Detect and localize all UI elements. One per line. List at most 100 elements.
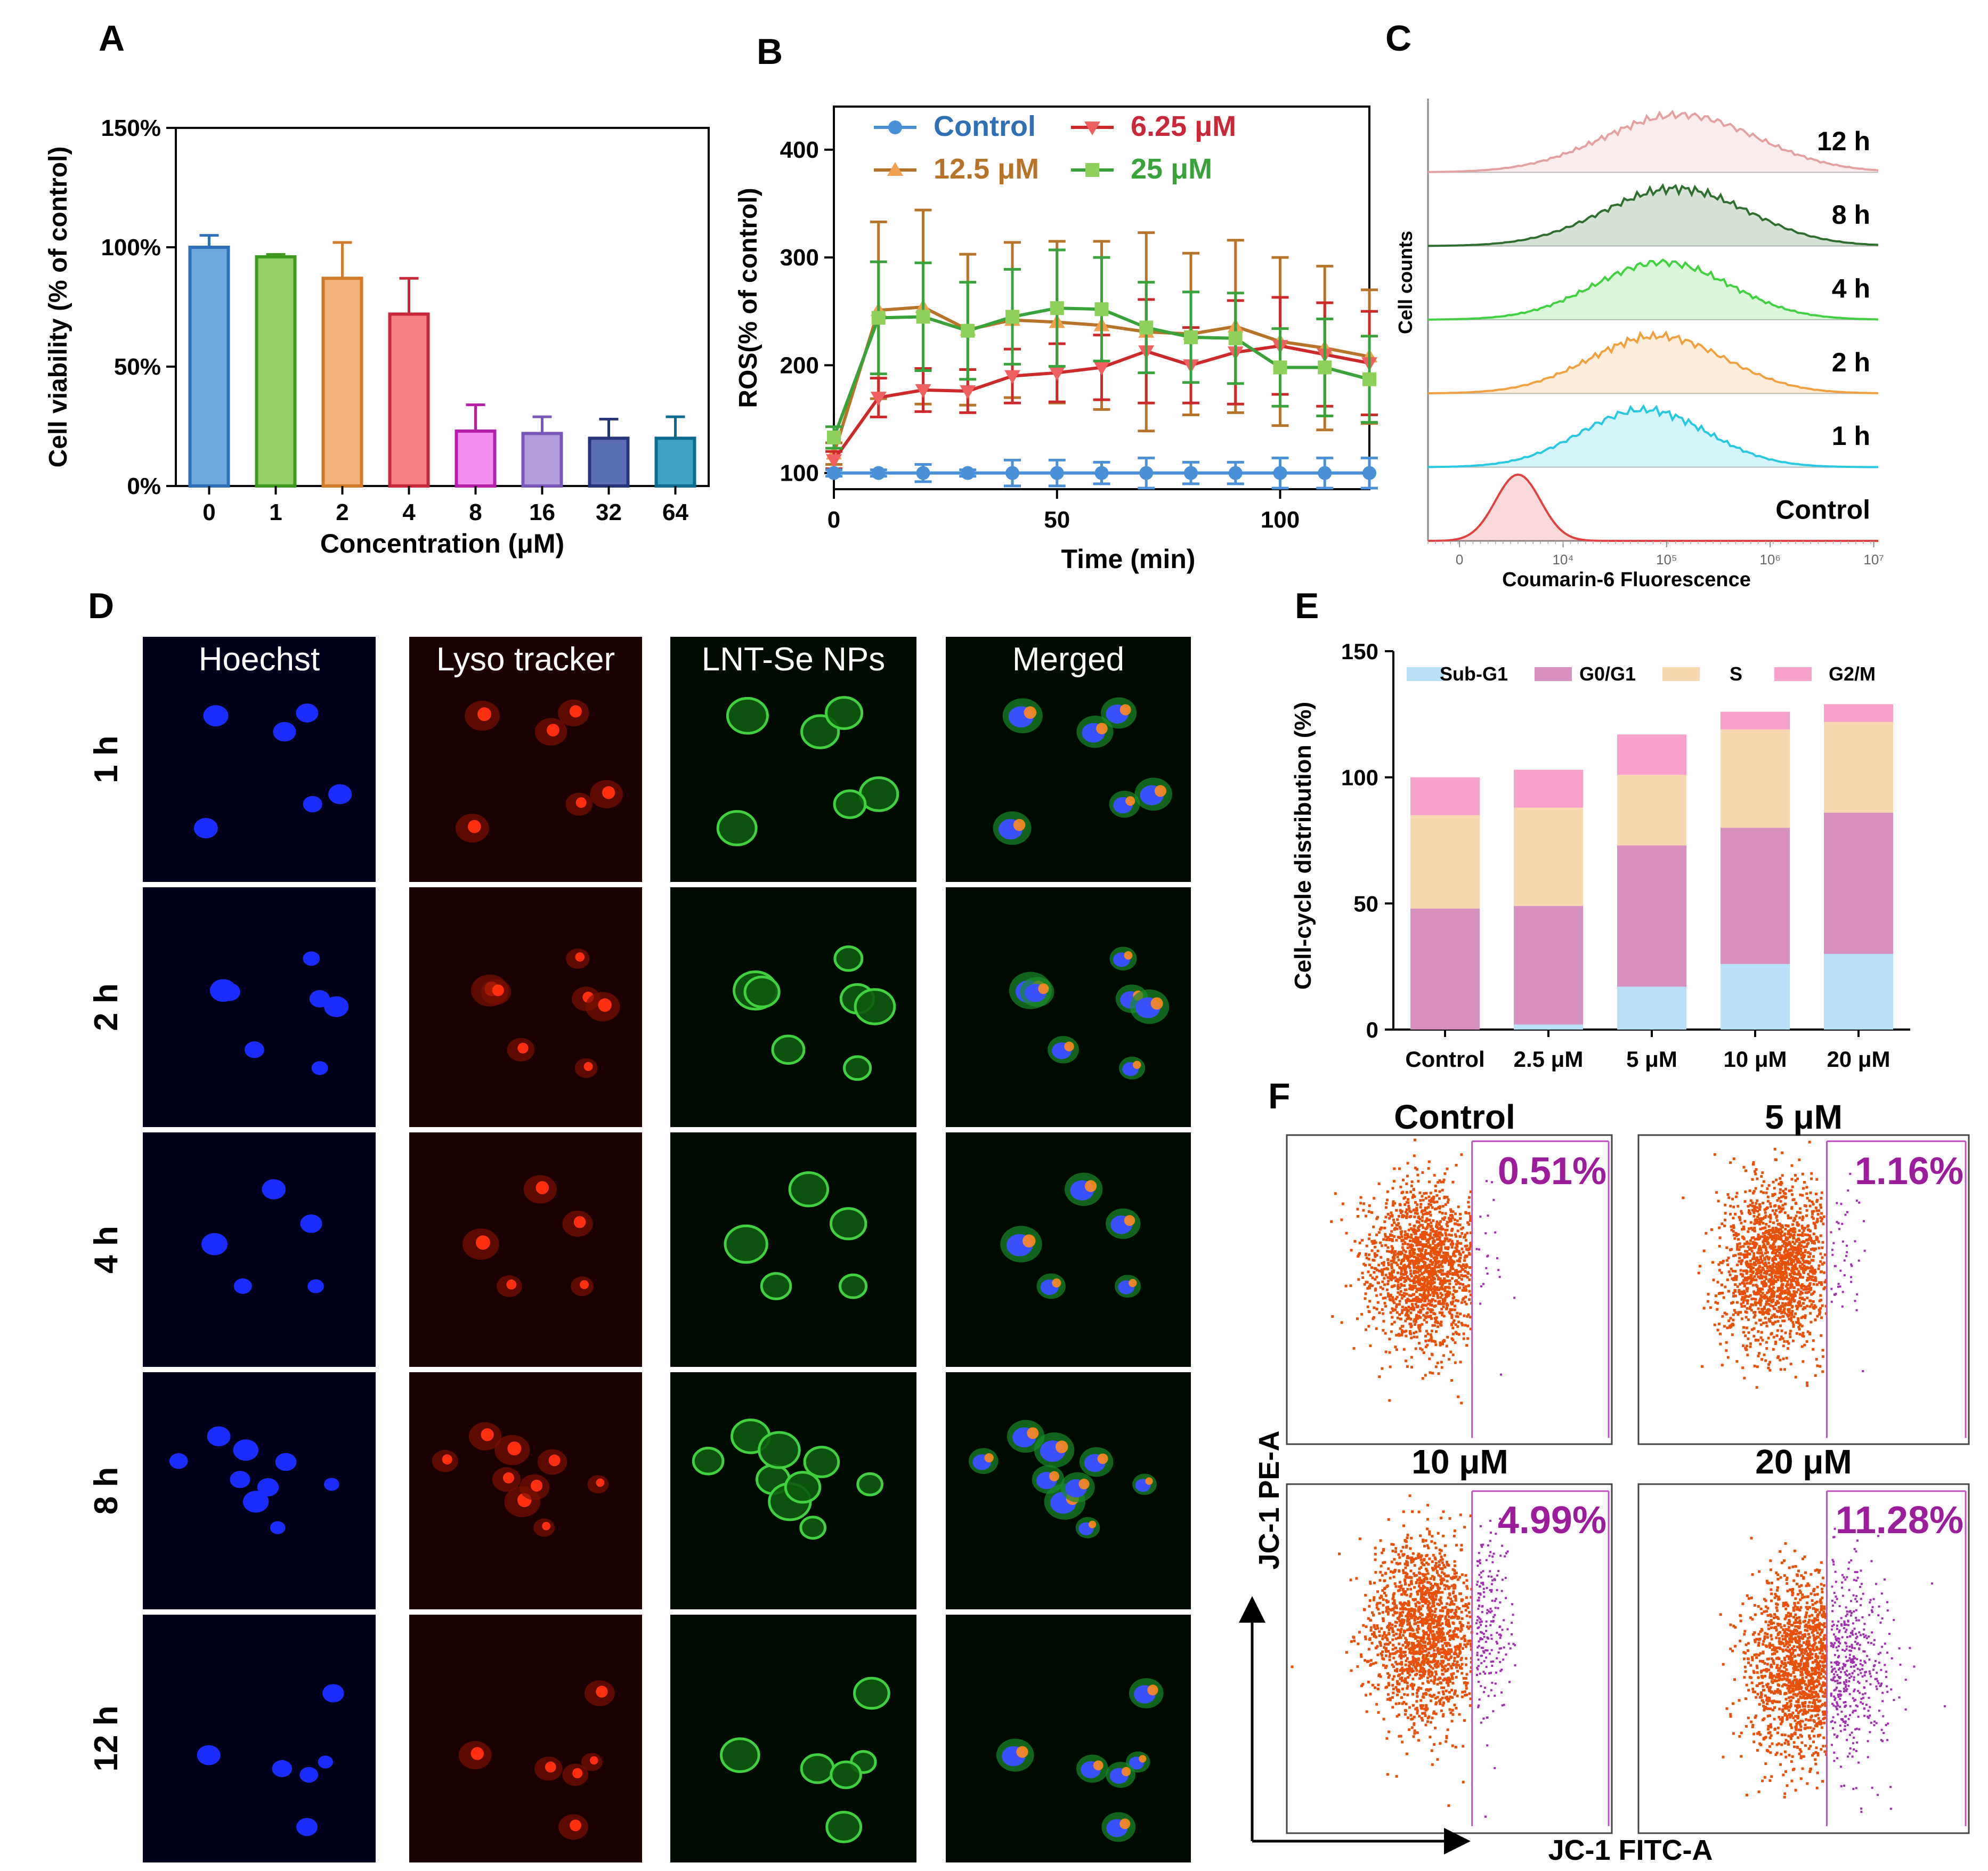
event-dot bbox=[1754, 1209, 1757, 1212]
event-dot bbox=[1437, 1181, 1440, 1184]
event-dot bbox=[1760, 1299, 1763, 1302]
event-dot bbox=[1417, 1315, 1421, 1318]
cell-outline bbox=[839, 1273, 868, 1299]
event-dot bbox=[1790, 1178, 1794, 1181]
event-dot bbox=[1726, 1263, 1730, 1266]
event-dot bbox=[1432, 1694, 1435, 1697]
event-dot bbox=[1754, 1238, 1757, 1241]
event-dot bbox=[1414, 1201, 1417, 1204]
event-dot bbox=[1730, 1267, 1733, 1270]
event-dot bbox=[1421, 1209, 1424, 1212]
event-dot bbox=[1766, 1237, 1770, 1241]
event-dot bbox=[1699, 1265, 1702, 1268]
event-dot bbox=[1782, 1274, 1785, 1277]
event-dot bbox=[1427, 1651, 1431, 1655]
event-dot bbox=[1391, 1275, 1394, 1278]
event-dot bbox=[1429, 1660, 1432, 1663]
event-dot bbox=[1792, 1227, 1796, 1230]
event-dot bbox=[1726, 1326, 1729, 1330]
micro-tile-0-3 bbox=[143, 1372, 376, 1609]
event-dot bbox=[1439, 1286, 1442, 1289]
event-dot bbox=[1765, 1191, 1768, 1194]
event-dot bbox=[1400, 1331, 1403, 1334]
event-dot bbox=[1405, 1208, 1408, 1211]
event-dot bbox=[1413, 1332, 1416, 1335]
event-dot bbox=[1784, 1271, 1788, 1275]
event-dot bbox=[1460, 1637, 1463, 1640]
event-dot bbox=[1452, 1672, 1455, 1675]
event-dot bbox=[1784, 1285, 1788, 1288]
event-dot bbox=[1772, 1294, 1775, 1297]
event-dot bbox=[1434, 1256, 1437, 1259]
event-dot bbox=[1773, 1315, 1776, 1318]
event-dot bbox=[1776, 1199, 1779, 1202]
gated-event-dot bbox=[1837, 1222, 1840, 1225]
event-dot bbox=[1781, 1319, 1784, 1323]
event-dot bbox=[1755, 1273, 1758, 1276]
event-dot bbox=[1426, 1294, 1430, 1298]
x-tick-label: 10⁷ bbox=[1863, 552, 1884, 568]
event-dot bbox=[1444, 1575, 1447, 1578]
event-dot bbox=[1784, 1187, 1787, 1190]
event-dot bbox=[1773, 1193, 1776, 1196]
event-dot bbox=[1418, 1191, 1422, 1194]
event-dot bbox=[1774, 1271, 1777, 1275]
event-dot bbox=[1430, 1308, 1433, 1311]
event-dot bbox=[1465, 1645, 1468, 1648]
event-dot bbox=[1788, 1308, 1791, 1311]
event-dot bbox=[1451, 1744, 1454, 1747]
event-dot bbox=[1424, 1539, 1427, 1542]
event-dot bbox=[1758, 1205, 1762, 1208]
event-dot bbox=[1435, 1254, 1439, 1257]
event-dot bbox=[1439, 1567, 1442, 1570]
event-dot bbox=[1786, 1283, 1789, 1286]
event-dot bbox=[1778, 1182, 1781, 1186]
event-dot bbox=[1365, 1244, 1368, 1248]
event-dot bbox=[1799, 1323, 1802, 1326]
event-dot bbox=[1446, 1696, 1449, 1699]
event-dot bbox=[1786, 1280, 1789, 1283]
event-dot bbox=[1455, 1290, 1458, 1293]
event-dot bbox=[1410, 1337, 1413, 1340]
event-dot bbox=[1426, 1315, 1430, 1318]
micro-tile-1-0: Lyso tracker bbox=[409, 637, 642, 882]
event-dot bbox=[1771, 1227, 1774, 1230]
event-dot bbox=[1736, 1243, 1739, 1246]
event-dot bbox=[1456, 1606, 1459, 1609]
event-dot bbox=[1408, 1615, 1411, 1618]
event-dot bbox=[1402, 1238, 1405, 1242]
event-dot bbox=[1446, 1609, 1449, 1612]
event-dot bbox=[1442, 1686, 1446, 1689]
event-dot bbox=[1427, 1167, 1430, 1170]
nucleus bbox=[243, 1491, 269, 1513]
event-dot bbox=[1788, 1332, 1791, 1335]
event-dot bbox=[1754, 1187, 1757, 1190]
event-dot bbox=[1814, 1247, 1817, 1250]
panel-label-c: C bbox=[1385, 18, 1411, 59]
event-dot bbox=[1415, 1650, 1418, 1654]
event-dot bbox=[1414, 1212, 1417, 1215]
event-dot bbox=[1821, 1241, 1824, 1244]
event-dot bbox=[1735, 1263, 1739, 1267]
event-dot bbox=[1438, 1622, 1441, 1625]
event-dot bbox=[1419, 1269, 1422, 1273]
event-dot bbox=[1411, 1692, 1415, 1696]
event-dot bbox=[1767, 1258, 1771, 1261]
event-dot bbox=[1773, 1313, 1776, 1316]
event-dot bbox=[1441, 1558, 1444, 1561]
event-dot bbox=[1783, 1340, 1786, 1343]
event-dot bbox=[1402, 1294, 1406, 1298]
lysosome bbox=[506, 1279, 517, 1290]
event-dot bbox=[1392, 1285, 1395, 1288]
lysosome bbox=[573, 1216, 586, 1228]
event-dot bbox=[1764, 1311, 1767, 1314]
event-dot bbox=[1419, 1566, 1423, 1569]
event-dot bbox=[1759, 1290, 1762, 1293]
event-dot bbox=[1368, 1233, 1371, 1236]
event-dot bbox=[1769, 1205, 1772, 1208]
event-dot bbox=[1446, 1275, 1449, 1278]
event-dot bbox=[1718, 1226, 1721, 1229]
event-dot bbox=[1754, 1338, 1757, 1341]
event-dot bbox=[1401, 1210, 1404, 1213]
event-dot bbox=[1744, 1242, 1748, 1245]
